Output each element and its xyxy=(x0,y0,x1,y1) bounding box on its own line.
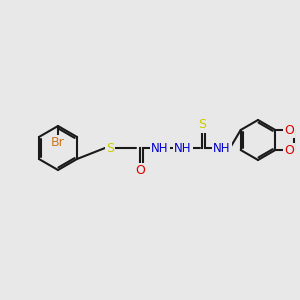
Text: NH: NH xyxy=(174,142,192,154)
Text: S: S xyxy=(106,142,114,154)
Text: NH: NH xyxy=(151,142,169,154)
Text: O: O xyxy=(284,143,294,157)
Text: O: O xyxy=(135,164,145,176)
Text: S: S xyxy=(198,118,206,131)
Text: Br: Br xyxy=(51,136,65,148)
Text: NH: NH xyxy=(213,142,231,154)
Text: O: O xyxy=(284,124,294,136)
